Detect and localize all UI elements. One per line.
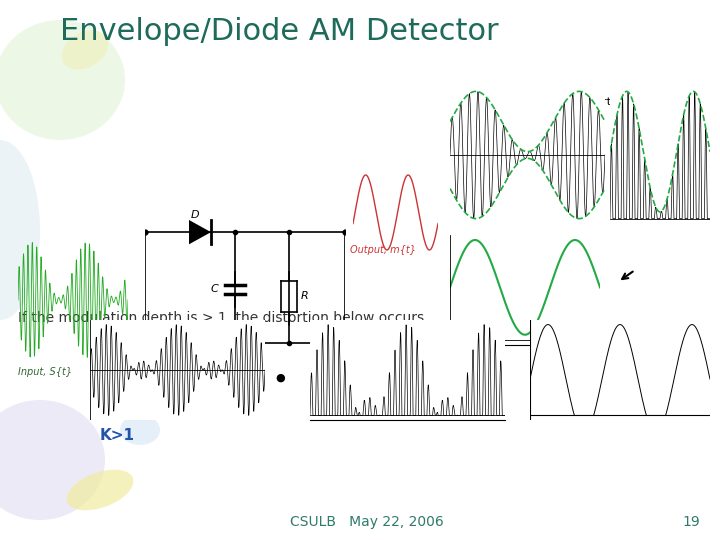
Ellipse shape [66, 470, 133, 510]
Text: distorted: distorted [575, 97, 625, 107]
Text: Input, S{t}: Input, S{t} [18, 367, 72, 377]
Text: CSULB   May 22, 2006: CSULB May 22, 2006 [290, 515, 444, 529]
Ellipse shape [0, 400, 105, 520]
Ellipse shape [0, 20, 125, 140]
Text: Output, m{t}: Output, m{t} [350, 245, 416, 255]
Text: ●: ● [275, 373, 284, 383]
Text: D: D [191, 210, 199, 220]
Text: K>1: K>1 [100, 428, 135, 442]
Text: If the modulation depth is > 1, the distortion below occurs: If the modulation depth is > 1, the dist… [18, 311, 424, 325]
Ellipse shape [120, 415, 160, 445]
Text: R: R [301, 291, 309, 301]
Ellipse shape [0, 140, 40, 320]
Ellipse shape [62, 30, 108, 70]
Text: 19: 19 [683, 515, 700, 529]
Text: C: C [211, 284, 219, 294]
Polygon shape [189, 220, 211, 244]
Text: Envelope/Diode AM Detector: Envelope/Diode AM Detector [60, 17, 499, 46]
